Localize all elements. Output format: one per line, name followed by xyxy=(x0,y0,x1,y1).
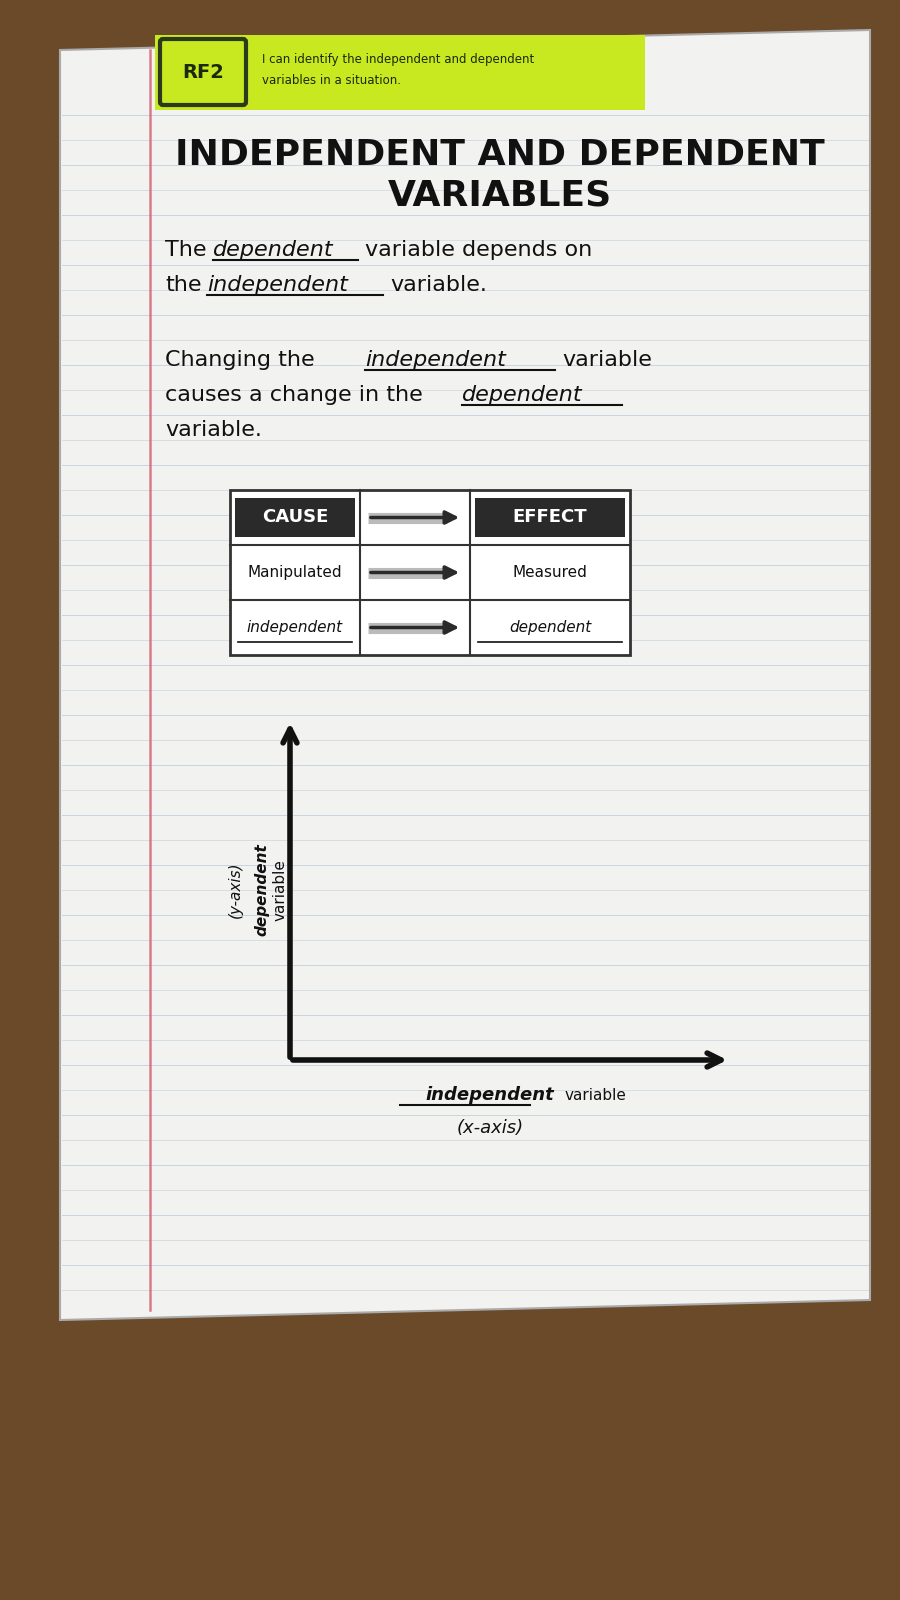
FancyBboxPatch shape xyxy=(160,38,246,106)
Bar xyxy=(155,35,645,110)
Text: The: The xyxy=(165,240,206,259)
Bar xyxy=(475,498,625,538)
Text: independent: independent xyxy=(207,275,348,294)
Text: variable: variable xyxy=(273,859,287,922)
Text: dependent: dependent xyxy=(462,386,582,405)
Text: the: the xyxy=(165,275,202,294)
Polygon shape xyxy=(60,30,870,1320)
Text: Manipulated: Manipulated xyxy=(248,565,342,579)
Text: independent: independent xyxy=(365,350,506,370)
Text: CAUSE: CAUSE xyxy=(262,509,328,526)
Text: dependent: dependent xyxy=(255,843,269,936)
Text: causes a change in the: causes a change in the xyxy=(165,386,423,405)
Text: dependent: dependent xyxy=(213,240,334,259)
Text: variable depends on: variable depends on xyxy=(365,240,592,259)
Bar xyxy=(230,490,630,654)
Text: variable.: variable. xyxy=(390,275,487,294)
Text: (y-axis): (y-axis) xyxy=(228,862,242,918)
Text: RF2: RF2 xyxy=(182,62,224,82)
Text: variables in a situation.: variables in a situation. xyxy=(262,74,401,86)
Text: variable: variable xyxy=(565,1088,627,1102)
Text: INDEPENDENT AND DEPENDENT: INDEPENDENT AND DEPENDENT xyxy=(176,138,825,171)
Text: variable.: variable. xyxy=(165,419,262,440)
Text: VARIABLES: VARIABLES xyxy=(388,178,612,211)
Text: dependent: dependent xyxy=(508,619,591,635)
Text: EFFECT: EFFECT xyxy=(513,509,588,526)
Text: I can identify the independent and dependent: I can identify the independent and depen… xyxy=(262,53,535,67)
Text: variable: variable xyxy=(562,350,652,370)
Bar xyxy=(235,498,355,538)
Text: Changing the: Changing the xyxy=(165,350,315,370)
Text: (x-axis): (x-axis) xyxy=(456,1118,524,1138)
Text: Measured: Measured xyxy=(513,565,588,579)
Text: independent: independent xyxy=(426,1086,554,1104)
Text: independent: independent xyxy=(247,619,343,635)
